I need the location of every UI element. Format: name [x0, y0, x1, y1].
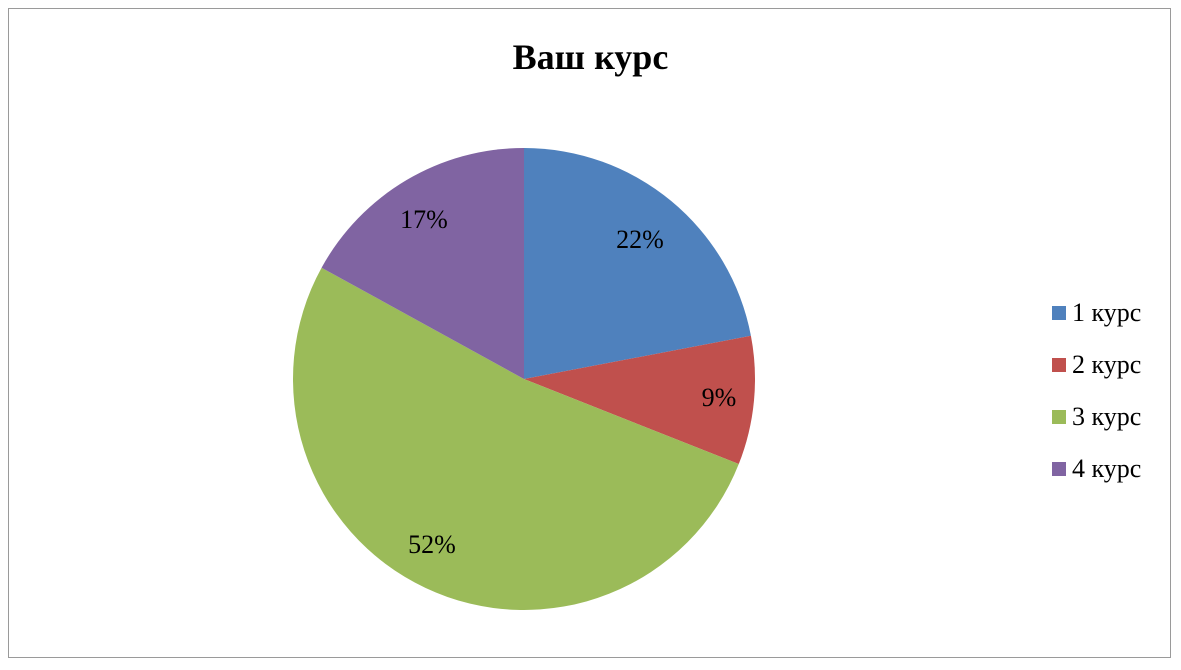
legend-item: 2 курс	[1052, 339, 1141, 391]
slice-label-4: 17%	[400, 205, 448, 234]
legend-swatch	[1052, 306, 1066, 320]
legend-item: 3 курс	[1052, 391, 1141, 443]
pie-slice-2	[524, 335, 755, 465]
pie-slice-4	[321, 148, 524, 379]
chart-legend: 1 курс 2 курс 3 курс 4 курс	[1052, 287, 1141, 495]
legend-label: 1 курс	[1072, 298, 1142, 327]
slice-label-2: 9%	[702, 383, 737, 412]
legend-swatch	[1052, 410, 1066, 424]
legend-swatch	[1052, 462, 1066, 476]
pie-slice-1	[524, 148, 751, 379]
legend-label: 2 курс	[1072, 350, 1142, 379]
slice-label-3: 52%	[408, 530, 456, 559]
legend-swatch	[1052, 358, 1066, 372]
legend-label: 4 курс	[1072, 454, 1142, 483]
legend-label: 3 курс	[1072, 402, 1142, 431]
legend-item: 1 курс	[1052, 287, 1141, 339]
legend-item: 4 курс	[1052, 443, 1141, 495]
slice-label-1: 22%	[616, 225, 664, 254]
pie-slice-3	[293, 267, 739, 610]
chart-title: Ваш курс	[512, 37, 669, 77]
